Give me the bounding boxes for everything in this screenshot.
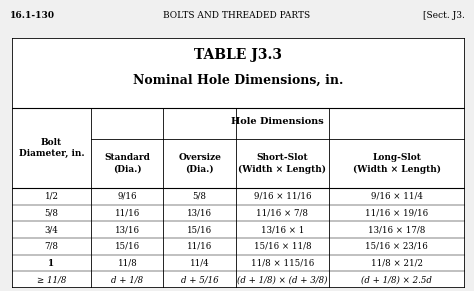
- Text: Long-Slot
(Width × Length): Long-Slot (Width × Length): [353, 153, 441, 174]
- Text: 16.1-130: 16.1-130: [9, 11, 55, 20]
- Text: 9/16 × 11/4: 9/16 × 11/4: [371, 192, 422, 201]
- Text: BOLTS AND THREADED PARTS: BOLTS AND THREADED PARTS: [164, 11, 310, 20]
- Text: Hole Dimensions: Hole Dimensions: [231, 116, 324, 125]
- Text: 15/16 × 11/8: 15/16 × 11/8: [254, 242, 311, 251]
- Text: 11/16 × 7/8: 11/16 × 7/8: [256, 209, 308, 217]
- Text: 1/2: 1/2: [45, 192, 58, 201]
- Text: 5/8: 5/8: [193, 192, 207, 201]
- Text: 5/8: 5/8: [45, 209, 58, 217]
- Text: Short-Slot
(Width × Length): Short-Slot (Width × Length): [238, 153, 326, 174]
- Text: Oversize
(Dia.): Oversize (Dia.): [178, 153, 221, 174]
- Text: 1: 1: [48, 259, 55, 267]
- Text: 11/16: 11/16: [115, 209, 140, 217]
- Text: TABLE J3.3: TABLE J3.3: [194, 48, 282, 62]
- Text: d + 5/16: d + 5/16: [181, 275, 219, 284]
- Text: (d + 1/8) × 2.5d: (d + 1/8) × 2.5d: [361, 275, 432, 284]
- Text: [Sect. J3.: [Sect. J3.: [423, 11, 465, 20]
- Text: d + 1/8: d + 1/8: [111, 275, 143, 284]
- Text: 13/16 × 17/8: 13/16 × 17/8: [368, 225, 425, 234]
- Text: 13/16 × 1: 13/16 × 1: [261, 225, 304, 234]
- Text: 11/8 × 115/16: 11/8 × 115/16: [251, 259, 314, 267]
- Text: 11/16 × 19/16: 11/16 × 19/16: [365, 209, 428, 217]
- Text: Nominal Hole Dimensions, in.: Nominal Hole Dimensions, in.: [133, 74, 343, 87]
- Text: 7/8: 7/8: [45, 242, 58, 251]
- Text: 11/8: 11/8: [118, 259, 137, 267]
- Text: 13/16: 13/16: [115, 225, 140, 234]
- Text: 11/8 × 21/2: 11/8 × 21/2: [371, 259, 423, 267]
- Text: Standard
(Dia.): Standard (Dia.): [104, 153, 150, 174]
- Text: 15/16 × 23/16: 15/16 × 23/16: [365, 242, 428, 251]
- Text: 3/4: 3/4: [45, 225, 58, 234]
- Text: 15/16: 15/16: [187, 225, 212, 234]
- Text: 11/16: 11/16: [187, 242, 212, 251]
- Text: 15/16: 15/16: [115, 242, 140, 251]
- Text: 9/16 × 11/16: 9/16 × 11/16: [254, 192, 311, 201]
- Text: 11/4: 11/4: [190, 259, 210, 267]
- Text: Bolt
Diameter, in.: Bolt Diameter, in.: [18, 138, 84, 158]
- Text: (d + 1/8) × (d + 3/8): (d + 1/8) × (d + 3/8): [237, 275, 328, 284]
- Text: 13/16: 13/16: [187, 209, 212, 217]
- Text: ≥ 11/8: ≥ 11/8: [37, 275, 66, 284]
- Text: 9/16: 9/16: [118, 192, 137, 201]
